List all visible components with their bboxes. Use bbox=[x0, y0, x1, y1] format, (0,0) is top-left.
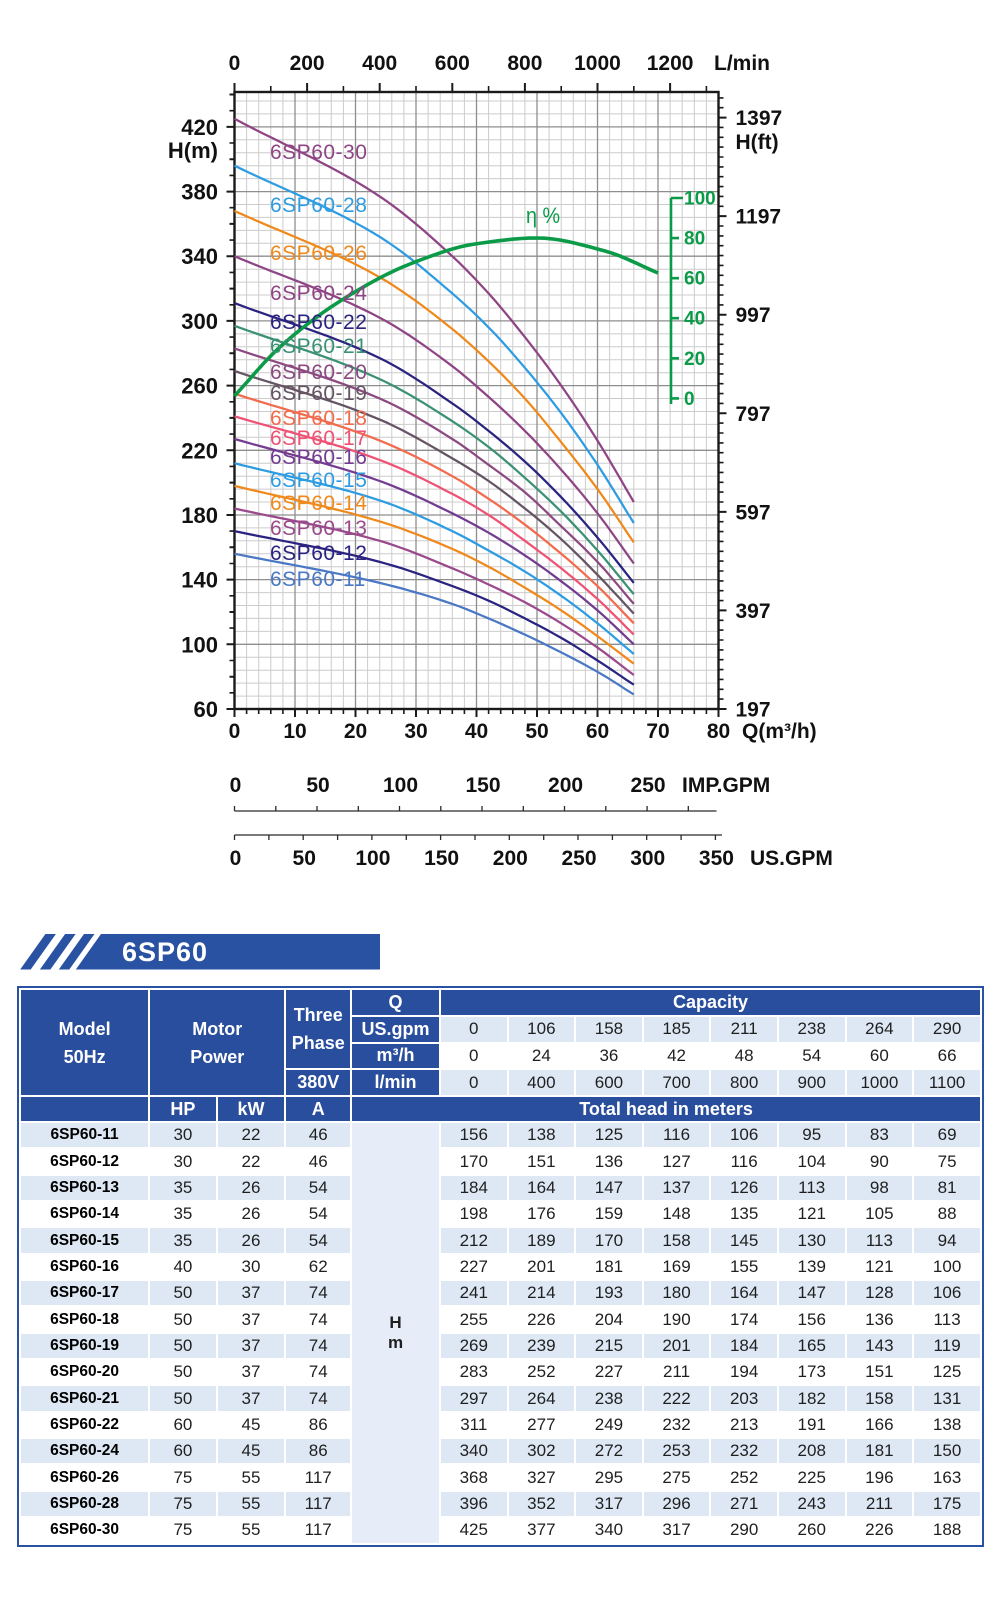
svg-text:800: 800 bbox=[507, 52, 542, 75]
svg-text:6SP60-11: 6SP60-11 bbox=[270, 568, 366, 591]
svg-text:80: 80 bbox=[684, 229, 705, 250]
svg-text:50: 50 bbox=[306, 774, 329, 797]
svg-text:6SP60-30: 6SP60-30 bbox=[270, 141, 367, 164]
svg-text:340: 340 bbox=[181, 244, 218, 269]
svg-text:40: 40 bbox=[684, 309, 705, 330]
svg-text:Q(m³/h): Q(m³/h) bbox=[742, 720, 817, 743]
svg-text:260: 260 bbox=[181, 374, 218, 399]
svg-text:60: 60 bbox=[586, 720, 609, 743]
svg-text:40: 40 bbox=[465, 720, 488, 743]
svg-text:6SP60-14: 6SP60-14 bbox=[270, 492, 367, 515]
svg-text:0: 0 bbox=[229, 52, 241, 75]
svg-text:US.GPM: US.GPM bbox=[750, 847, 833, 870]
svg-text:380: 380 bbox=[181, 180, 218, 205]
svg-text:6SP60: 6SP60 bbox=[122, 937, 208, 967]
svg-text:150: 150 bbox=[466, 774, 501, 797]
svg-text:100: 100 bbox=[684, 189, 716, 210]
svg-text:0: 0 bbox=[229, 720, 241, 743]
svg-text:L/min: L/min bbox=[714, 52, 770, 75]
svg-text:400: 400 bbox=[362, 52, 397, 75]
svg-text:300: 300 bbox=[630, 847, 665, 870]
svg-text:6SP60-13: 6SP60-13 bbox=[270, 517, 367, 540]
svg-text:60: 60 bbox=[194, 697, 218, 722]
svg-text:6SP60-24: 6SP60-24 bbox=[270, 282, 367, 305]
svg-text:397: 397 bbox=[736, 600, 771, 623]
svg-text:420: 420 bbox=[181, 115, 218, 140]
svg-text:350: 350 bbox=[699, 847, 734, 870]
svg-text:IMP.GPM: IMP.GPM bbox=[682, 774, 770, 797]
svg-text:20: 20 bbox=[684, 349, 705, 370]
svg-text:6SP60-20: 6SP60-20 bbox=[270, 361, 367, 384]
svg-text:597: 597 bbox=[736, 501, 771, 524]
svg-text:250: 250 bbox=[562, 847, 597, 870]
svg-text:20: 20 bbox=[344, 720, 367, 743]
svg-text:250: 250 bbox=[631, 774, 666, 797]
svg-text:10: 10 bbox=[283, 720, 306, 743]
svg-text:180: 180 bbox=[181, 503, 218, 528]
svg-text:100: 100 bbox=[383, 774, 418, 797]
svg-text:80: 80 bbox=[707, 720, 730, 743]
svg-text:6SP60-16: 6SP60-16 bbox=[270, 446, 367, 469]
svg-text:797: 797 bbox=[736, 403, 771, 426]
svg-text:6SP60-22: 6SP60-22 bbox=[270, 311, 367, 334]
svg-text:50: 50 bbox=[525, 720, 548, 743]
svg-text:200: 200 bbox=[290, 52, 325, 75]
svg-text:1000: 1000 bbox=[574, 52, 621, 75]
svg-text:1200: 1200 bbox=[647, 52, 694, 75]
svg-text:H(ft): H(ft) bbox=[736, 131, 779, 154]
svg-text:70: 70 bbox=[646, 720, 669, 743]
svg-text:6SP60-12: 6SP60-12 bbox=[270, 542, 367, 565]
svg-text:6SP60-19: 6SP60-19 bbox=[270, 382, 367, 405]
svg-text:220: 220 bbox=[181, 438, 218, 463]
svg-text:η %: η % bbox=[526, 203, 560, 228]
svg-text:6SP60-15: 6SP60-15 bbox=[270, 469, 367, 492]
svg-text:200: 200 bbox=[548, 774, 583, 797]
svg-text:1197: 1197 bbox=[736, 206, 782, 229]
svg-text:0: 0 bbox=[684, 389, 695, 410]
svg-text:300: 300 bbox=[181, 309, 218, 334]
svg-text:1397: 1397 bbox=[736, 107, 783, 130]
svg-text:100: 100 bbox=[181, 632, 218, 657]
svg-text:150: 150 bbox=[424, 847, 459, 870]
svg-text:0: 0 bbox=[230, 847, 242, 870]
svg-text:200: 200 bbox=[493, 847, 528, 870]
svg-text:0: 0 bbox=[230, 774, 242, 797]
svg-text:60: 60 bbox=[684, 269, 705, 290]
svg-text:997: 997 bbox=[736, 304, 771, 327]
svg-text:600: 600 bbox=[435, 52, 470, 75]
svg-text:H(m): H(m) bbox=[168, 138, 218, 163]
svg-text:6SP60-28: 6SP60-28 bbox=[270, 194, 367, 217]
svg-text:140: 140 bbox=[181, 568, 218, 593]
svg-text:30: 30 bbox=[404, 720, 427, 743]
svg-text:100: 100 bbox=[355, 847, 390, 870]
svg-text:6SP60-17: 6SP60-17 bbox=[270, 427, 367, 450]
svg-text:6SP60-26: 6SP60-26 bbox=[270, 242, 367, 265]
svg-text:197: 197 bbox=[736, 699, 771, 722]
svg-text:50: 50 bbox=[293, 847, 316, 870]
svg-text:6SP60-18: 6SP60-18 bbox=[270, 407, 367, 430]
svg-text:6SP60-21: 6SP60-21 bbox=[270, 335, 367, 358]
